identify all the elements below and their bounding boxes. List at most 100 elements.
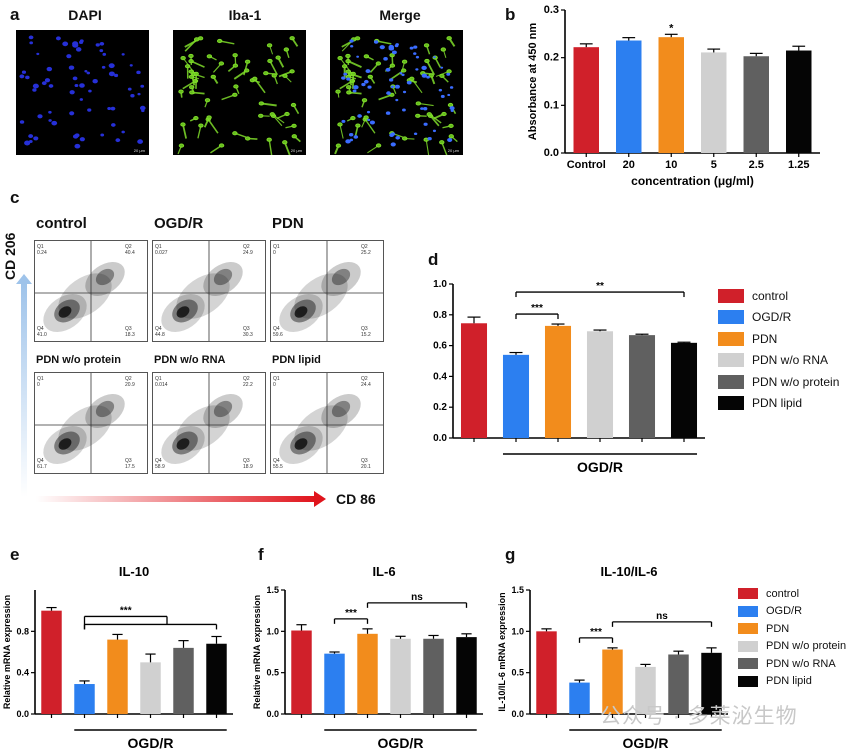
legend-item: PDN w/o protein [738,638,848,656]
nucleus [24,140,31,146]
microglia-soma [402,136,408,141]
density-contour [294,306,308,318]
facs-title: PDN lipid [272,354,321,366]
chart-g-il10-il6: 0.0 0.5 1.0 1.5 IL-10/IL-6 mRNA expression IL… [497,564,728,749]
nucleus [349,138,354,142]
bar [460,323,488,438]
panel-label-a: a [10,5,20,24]
microglia-soma [345,59,351,64]
quadrant-value: 20.9 [125,382,135,388]
y-tick-label: 1.0 [511,626,524,636]
iba1-image: 20 μm [173,30,306,155]
bar [107,639,128,714]
density-contour [95,400,115,418]
nucleus [32,83,39,89]
x-tick-label: 2.5 [749,159,764,171]
nucleus [345,139,351,144]
nucleus [88,89,92,93]
bar [668,654,689,714]
bar [573,47,599,153]
nucleus [79,137,85,142]
microglia-soma [193,71,199,76]
watermark: 公众号 · 多莱泌生物 [600,705,798,728]
quadrant-name: Q3 [361,458,368,464]
nucleus [440,66,444,69]
microglia-soma [337,122,343,127]
quadrant-q1: Q1 0 [273,244,280,256]
nucleus [108,71,115,77]
x-axis-label: concentration (μg/ml) [631,174,754,188]
panel-label-d: d [428,250,439,269]
microglia-soma [283,47,290,52]
bar [658,37,684,153]
legend-swatch [718,396,744,411]
facs-plot: Q1 0 Q2 24.4 Q4 55.5 Q3 20.1 [270,372,384,474]
density-contour [58,405,112,451]
microglia-soma [232,53,238,58]
legend-label: PDN w/o RNA [766,657,836,670]
nucleus [48,84,54,88]
microglia-soma [446,69,452,74]
microglia-soma [423,43,430,48]
nucleus [413,132,418,136]
nucleus [140,84,145,88]
microglia-soma [232,63,239,68]
nucleus [74,143,81,149]
nucleus [449,86,454,89]
y-tick-label: 0.5 [511,668,524,678]
microglia-soma [441,111,447,117]
y-tick-label: 0.0 [433,433,447,444]
microglia-soma [350,116,356,121]
nucleus [356,55,359,58]
microglia-process [268,139,273,155]
nucleus [391,50,397,55]
density-contour [331,268,351,286]
microglia-process [426,60,435,75]
microglia-soma [189,85,195,90]
microglia-soma [291,134,297,139]
microglia-soma [193,37,200,42]
y-tick-label: 1.5 [266,585,279,595]
microglia-soma [375,143,382,148]
nucleus [86,71,91,75]
nucleus [44,78,51,83]
quadrant-q1: Q1 0 [273,376,280,388]
quadrant-q2: Q2 24.4 [361,376,371,388]
facs-density [35,241,147,341]
microglia-soma [275,55,281,60]
nucleus [101,65,106,69]
x-tick-label: Control [567,159,606,171]
nucleus [389,133,395,138]
microglia-soma [439,140,445,145]
facs-title: control [36,215,87,232]
microglia-soma [290,102,297,108]
microglia-soma [424,58,430,64]
microglia-soma [346,85,352,90]
nucleus [79,83,85,88]
microglia-soma [206,54,213,59]
bar [616,40,642,153]
nucleus [402,108,406,112]
microglia-soma [232,92,238,97]
nucleus [390,142,396,147]
nucleus [136,70,141,75]
nucleus [25,75,30,80]
microglia-soma [180,55,186,61]
microglia-soma [448,123,454,128]
microglia-soma [367,74,374,79]
density-contour [213,268,233,286]
quadrant-name: Q2 [125,244,132,250]
facs-density [271,373,383,473]
quadrant-q1: Q1 0.24 [37,244,47,256]
microglia-process [425,139,430,155]
facs-y-axis-label: CD 206 [2,232,18,280]
nucleus [446,72,451,76]
nucleus [349,39,354,43]
legend-swatch [738,640,758,652]
microglia-soma [389,63,396,68]
microglia-soma [216,38,223,44]
bar [456,637,477,714]
quadrant-name: Q2 [243,376,250,382]
bar [786,50,812,154]
